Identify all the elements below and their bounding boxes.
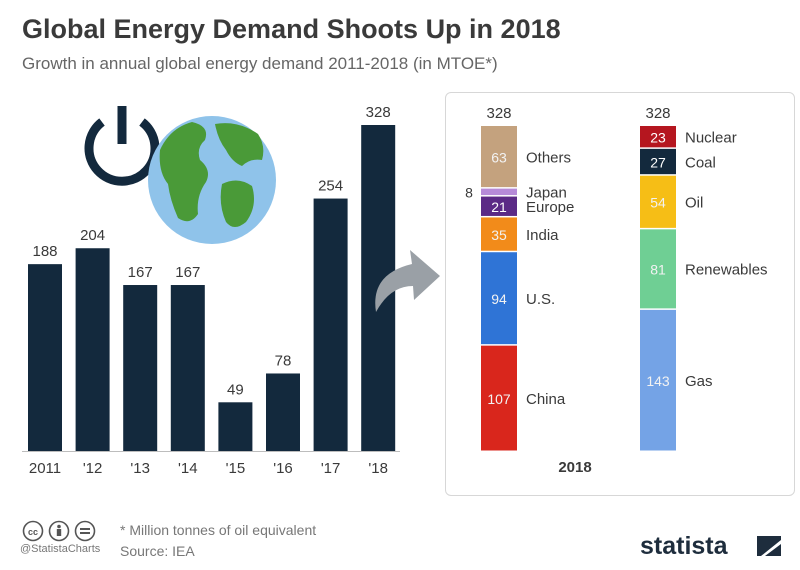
bar: [170, 285, 205, 451]
segment-value-label: 81: [650, 262, 666, 278]
segment-name-label: U.S.: [526, 291, 555, 308]
stack-segment: [481, 188, 517, 196]
segment-name-label: Renewables: [685, 262, 768, 279]
bar: [218, 402, 253, 451]
x-tick-label: '13: [130, 460, 150, 477]
stack-segment: [640, 309, 676, 451]
segment-name-label: Oil: [685, 195, 703, 212]
stack-segment: [640, 126, 676, 148]
footer: cc @StatistaCharts * Million tonnes of o…: [0, 510, 800, 570]
stack-segment: [481, 345, 517, 451]
segment-name-label: Gas: [685, 373, 713, 390]
x-tick-label: '12: [83, 460, 103, 477]
segment-value-label: 107: [487, 391, 511, 407]
power-icon: [84, 106, 160, 186]
chart-title: Global Energy Demand Shoots Up in 2018: [22, 14, 561, 44]
stack-segment: [481, 217, 517, 251]
segment-value-label: 8: [465, 185, 473, 201]
annual-demand-chart: 188 2011 204 '12 167 '13 167 '14 49 '15 78 '16 254 '1…: [22, 104, 440, 477]
cc-icon: cc: [22, 520, 44, 542]
segment-value-label: 143: [646, 373, 670, 389]
segment-value-label: 63: [491, 149, 507, 165]
bar-value-label: 167: [128, 264, 153, 281]
x-tick-label: '16: [273, 460, 293, 477]
social-handle[interactable]: @StatistaCharts: [20, 543, 101, 555]
x-tick-label: '14: [178, 460, 198, 477]
bar: [75, 248, 110, 451]
arrow-icon: [375, 250, 440, 312]
unit-note: * Million tonnes of oil equivalent: [120, 522, 317, 538]
segment-name-label: Japan: [526, 185, 567, 202]
source-text: Source: IEA: [120, 543, 195, 559]
segment-name-label: Europe: [526, 199, 574, 216]
segment-value-label: 23: [650, 129, 666, 145]
stack-segment: [640, 175, 676, 228]
segment-name-label: Coal: [685, 154, 716, 171]
bar-value-label: 78: [275, 352, 292, 369]
stack-segment: [481, 126, 517, 188]
bar-value-label: 328: [366, 104, 391, 121]
bar-value-label: 49: [227, 381, 244, 398]
stack-total-label: 328: [486, 105, 511, 122]
stack-segment: [481, 196, 517, 216]
segment-name-label: China: [526, 391, 566, 408]
chart-subtitle: Growth in annual global energy demand 20…: [22, 54, 498, 73]
bar-group: 188 2011 204 '12 167 '13 167 '14 49 '15 78 '16 254 '1…: [22, 104, 400, 477]
svg-text:cc: cc: [28, 527, 38, 537]
stack-segment: [640, 229, 676, 309]
breakdown-chart: 328 107 China 94 U.S. 35 India 21 Europe 8 Japan 63…: [465, 105, 768, 476]
bar: [266, 373, 300, 451]
bar-value-label: 167: [175, 264, 200, 281]
bar: [28, 264, 62, 451]
bar-value-label: 188: [32, 243, 57, 260]
bar: [313, 198, 348, 451]
segment-name-label: India: [526, 227, 559, 244]
bar-value-label: 254: [318, 178, 343, 195]
bar-value-label: 204: [80, 227, 105, 244]
attribution-icon: [48, 520, 70, 542]
segment-name-label: Others: [526, 149, 571, 166]
stack-segment: [640, 148, 676, 175]
stack-total-label: 328: [645, 105, 670, 122]
brand-logo[interactable]: statista: [640, 532, 728, 560]
segment-value-label: 35: [491, 227, 507, 243]
statista-logo-icon: [757, 536, 781, 556]
stack-segment: [481, 252, 517, 345]
segment-name-label: Nuclear: [685, 129, 737, 146]
breakdown-category-label: 2018: [558, 459, 591, 476]
segment-value-label: 21: [491, 199, 507, 215]
globe-icon: [148, 116, 276, 244]
noderivs-icon: [74, 520, 96, 542]
x-tick-label: 2011: [29, 460, 61, 477]
bar: [123, 285, 158, 451]
segment-value-label: 94: [491, 291, 507, 307]
segment-value-label: 54: [650, 195, 666, 211]
segment-value-label: 27: [650, 154, 666, 170]
x-tick-label: '17: [321, 460, 341, 477]
x-tick-label: '18: [368, 460, 388, 477]
x-tick-label: '15: [226, 460, 246, 477]
